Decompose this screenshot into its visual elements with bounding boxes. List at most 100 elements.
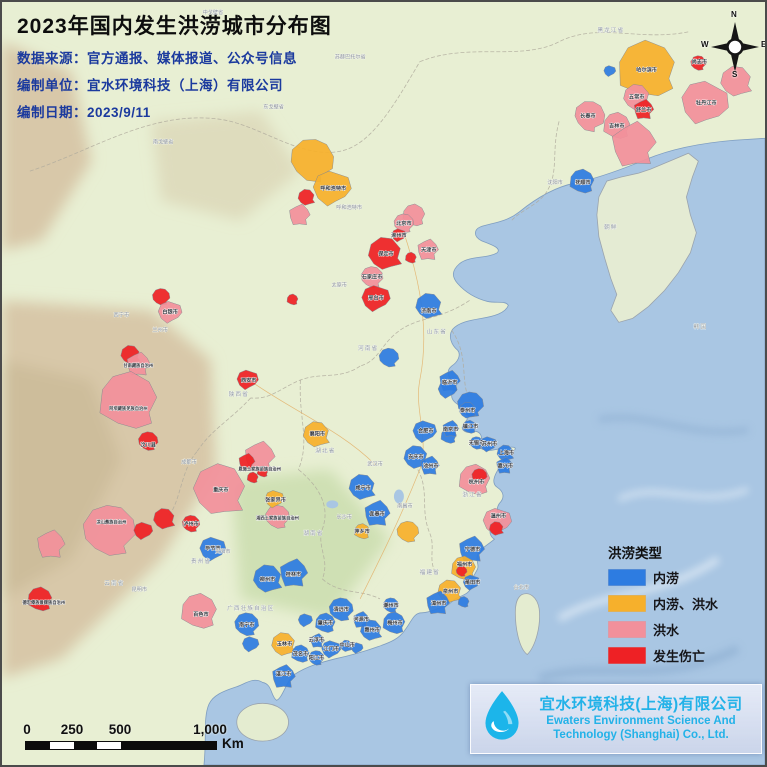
city-label: 吉林市	[609, 121, 624, 129]
basemap-label: 沈阳市	[547, 178, 562, 186]
city-label: 茂名市	[293, 650, 308, 658]
city-label: 柳州市	[260, 575, 275, 583]
basemap-label: 韩国	[694, 322, 708, 330]
legend-item-label: 内涝、洪水	[653, 597, 719, 612]
taiwan-island	[514, 593, 540, 656]
city-label: 湘西土家族苗族自治州	[256, 514, 299, 521]
basemap-label: 湖北省	[315, 447, 335, 455]
city-label: 汶川县	[140, 441, 155, 449]
legend-swatch-icon	[608, 595, 646, 612]
city-label: 尚志市	[692, 58, 707, 66]
compass-rose: N W E S	[699, 10, 767, 84]
scale-bar: 0 250 500 1,000 Km	[20, 714, 270, 756]
basemap-label: 东戈壁省	[263, 102, 284, 110]
basemap-label: 中戈壁省	[203, 8, 224, 16]
page-title: 2023年国内发生洪涝城市分布图	[17, 15, 332, 38]
basemap-label: 山东省	[427, 327, 447, 335]
legend-swatch	[608, 569, 646, 586]
basemap-label: 贵阳市	[215, 547, 230, 555]
city-label: 白银市	[162, 307, 177, 315]
basemap-label: 黑龙江省	[597, 26, 624, 34]
city-label: 莆田市	[465, 578, 480, 586]
city-label: 玉林市	[277, 640, 292, 648]
scale-tick-0: 0	[23, 722, 31, 737]
basemap-label: 陕西省	[229, 390, 249, 398]
company-logo-box: 宜水环境科技(上海)有限公司 Ewaters Environment Scien…	[470, 684, 762, 754]
compass-star-icon	[711, 22, 759, 72]
company-logo-text: 宜水环境科技(上海)有限公司 Ewaters Environment Scien…	[527, 696, 755, 743]
lake	[326, 500, 339, 509]
city-label: 百色市	[193, 610, 208, 618]
scale-segment	[49, 742, 74, 749]
city-label: 邢台市	[367, 293, 383, 301]
flood-city-labels: 哈尔滨市 尚志市 牡丹江市 五常市 舒兰市 吉林市 长春市 抚顺市 呼和浩特市 …	[22, 57, 717, 678]
city-label: 云浮市	[309, 636, 324, 644]
title-block: 2023年国内发生洪涝城市分布图 数据来源：官方通报、媒体报道、公众号信息 编制…	[17, 10, 332, 121]
compass-n-label: N	[731, 10, 737, 19]
basemap-label: 云南省	[104, 579, 124, 587]
basemap-label: 福建省	[420, 568, 440, 576]
city-label: 漳州市	[431, 599, 446, 607]
scale-tick-1000: 1,000	[193, 722, 227, 737]
city-label: 上海市	[499, 449, 514, 457]
city-label: 凉山彝族自治州	[96, 518, 126, 525]
basemap-label: 长沙市	[336, 512, 351, 520]
scale-unit-label: Km	[222, 736, 244, 751]
city-label: 恩施土家族苗族自治州	[238, 466, 281, 473]
city-label: 天津市	[421, 246, 436, 254]
legend-swatch-icon	[608, 569, 646, 586]
city-label: 石家庄市	[361, 273, 383, 281]
scale-segment	[97, 742, 121, 749]
sea-relief	[537, 414, 750, 683]
basemap-labels: 黑龙江省 中戈壁省 苏赫巴托尔省 东戈壁省 南戈壁省 沈阳市 朝鲜 韩国 太原市…	[104, 8, 708, 613]
basemap-label: 台北市	[514, 583, 529, 591]
city-label: 五常市	[629, 92, 644, 100]
city-label: 泰州市	[459, 406, 475, 414]
legend-swatch	[608, 595, 646, 612]
city-label: 南京市	[443, 425, 458, 433]
city-label: 毕节市	[205, 544, 220, 552]
legend-item: 洪水	[608, 621, 718, 638]
agency-line: 编制单位：宜水环境科技（上海）有限公司	[17, 78, 283, 93]
company-name-en-1: Ewaters Environment Science And	[546, 715, 736, 728]
city-label: 肇庆市	[317, 619, 333, 627]
city-label: 保定市	[377, 250, 393, 258]
city-label: 重庆市	[213, 485, 228, 493]
city-label: 舒兰市	[636, 105, 651, 113]
city-label: 嘉兴市	[497, 462, 513, 470]
basemap-label: 广西壮族自治区	[227, 604, 274, 612]
city-label: 德宏傣族景颇族自治州	[22, 599, 65, 606]
basemap-label: 湖南省	[303, 529, 323, 537]
compass-w-label: W	[701, 40, 709, 49]
compass-e-label: E	[761, 40, 767, 49]
city-label: 萍乡市	[354, 527, 369, 535]
city-label: 苏州市	[482, 440, 497, 448]
city-label: 合肥市	[418, 427, 433, 435]
city-label: 温州市	[491, 511, 506, 519]
city-label: 临沂市	[442, 378, 457, 386]
korea-peninsula	[596, 152, 699, 323]
scale-segment	[121, 742, 216, 749]
city-label: 江门市	[324, 645, 339, 653]
city-label: 长春市	[580, 111, 595, 119]
city-label: 哈尔滨市	[636, 66, 657, 74]
city-label: 西安市	[241, 376, 256, 384]
city-label: 安庆市	[408, 453, 423, 461]
company-name-cn: 宜水环境科技(上海)有限公司	[539, 695, 743, 713]
basemap-label: 西宁市	[114, 310, 129, 318]
city-label: 中山市	[339, 641, 354, 649]
date-line: 编制日期：2023/9/11	[17, 105, 151, 120]
city-label: 池州市	[423, 462, 438, 470]
scale-tick-500: 500	[108, 722, 132, 737]
basemap-label: 太原市	[331, 281, 346, 289]
legend-swatch-icon	[608, 621, 646, 638]
city-label: 襄阳市	[309, 430, 325, 438]
city-label: 河源市	[353, 615, 368, 623]
city-label: 福州市	[456, 560, 472, 568]
city-label: 北京市	[396, 219, 411, 227]
lake	[393, 489, 404, 504]
basemap-label: 浙江省	[462, 490, 482, 498]
city-label: 涿州市	[391, 231, 406, 239]
basemap-label: 贵州省	[191, 557, 211, 565]
